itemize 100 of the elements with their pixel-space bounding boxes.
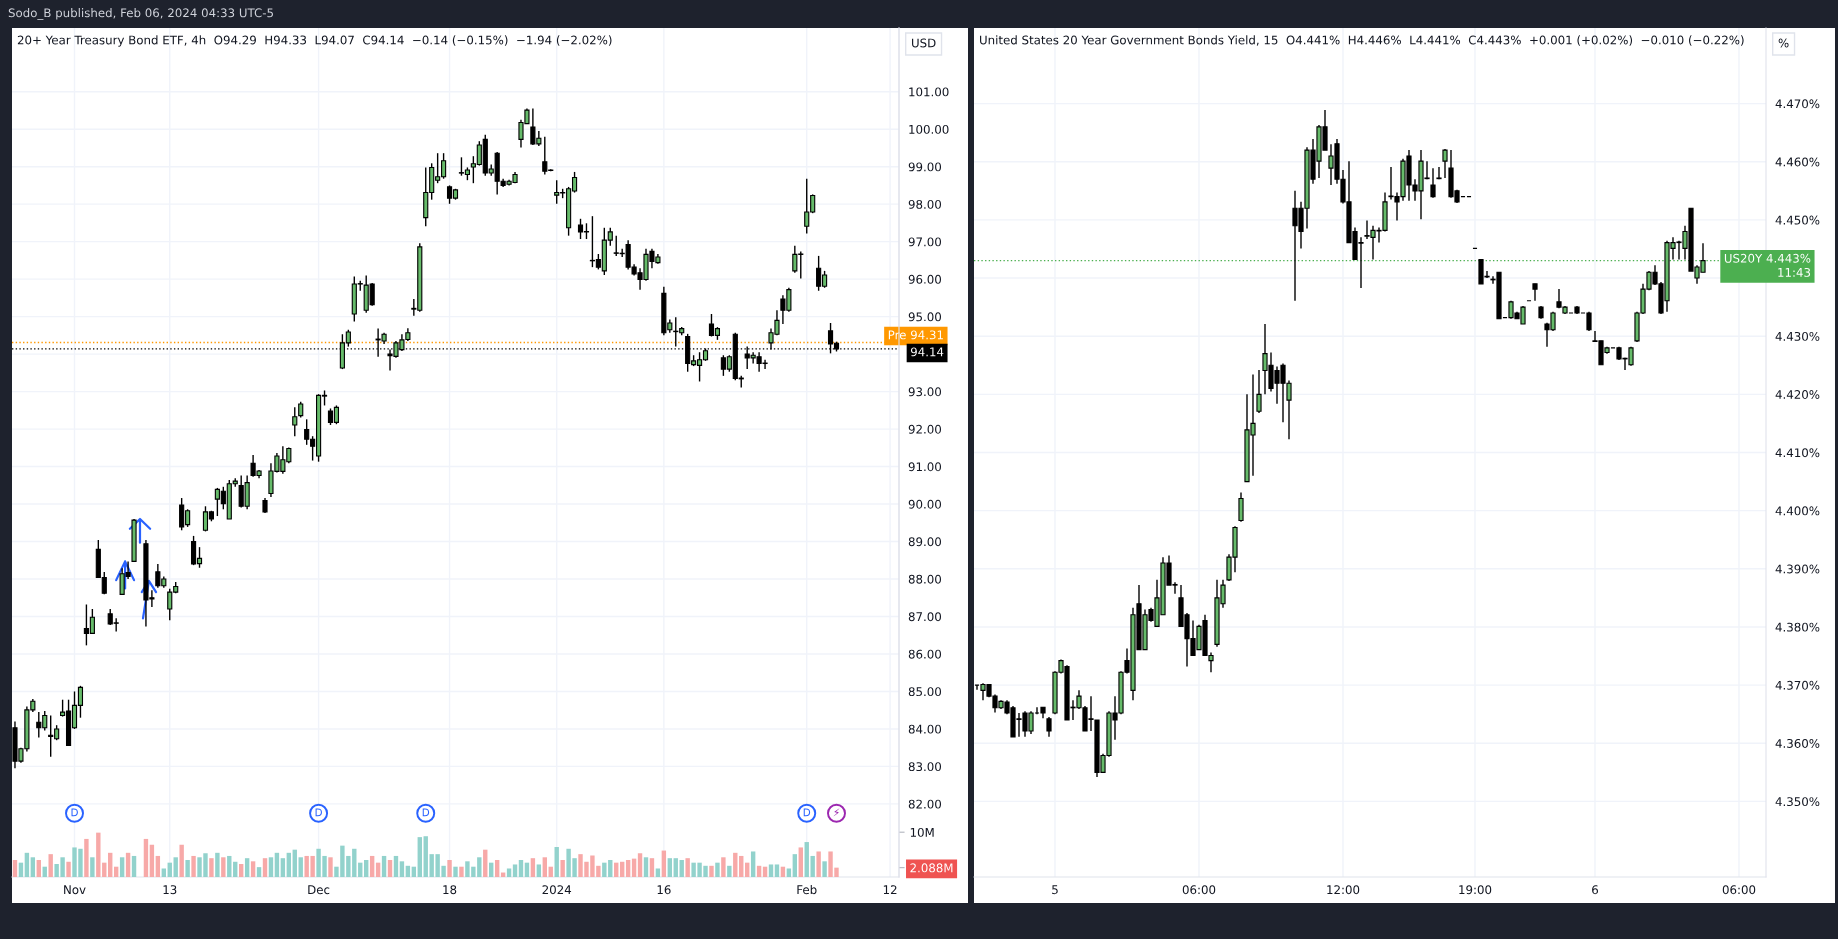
y-tick-label: 83.00 xyxy=(908,762,942,772)
bar xyxy=(637,853,643,877)
x-tick-label: 2024 xyxy=(542,885,572,895)
bar xyxy=(155,855,161,877)
bar xyxy=(459,866,464,877)
data-label: D xyxy=(422,808,430,817)
bar xyxy=(286,852,292,877)
y-tick-label: 92.00 xyxy=(908,424,942,434)
bar xyxy=(721,857,726,877)
y-tick-label: 4.380% xyxy=(1775,622,1820,632)
bar xyxy=(727,865,732,877)
y-tick-label: 90.00 xyxy=(908,499,942,509)
x-tick-label: 06:00 xyxy=(1722,885,1756,895)
bar xyxy=(673,858,678,877)
bar xyxy=(494,859,500,877)
bar xyxy=(536,864,542,877)
bar xyxy=(399,861,405,877)
bar xyxy=(274,852,280,877)
bar xyxy=(715,862,720,877)
bar xyxy=(24,852,30,877)
bar xyxy=(381,855,387,877)
bar xyxy=(280,858,286,877)
bar xyxy=(792,854,798,877)
bar xyxy=(506,868,512,877)
y-tick-label: 101.00 xyxy=(909,87,949,97)
bar xyxy=(816,851,821,877)
y-tick-label: 84.00 xyxy=(908,724,942,734)
bar xyxy=(209,858,214,877)
bar xyxy=(328,857,333,877)
bar xyxy=(173,857,178,877)
y-tick-label: 86.00 xyxy=(908,649,942,659)
bar xyxy=(774,864,780,877)
bar xyxy=(679,859,684,877)
y-tick-label: 4.460% xyxy=(1775,157,1820,167)
bar xyxy=(750,851,756,877)
y-axis-title: USD xyxy=(912,38,936,48)
x-tick-label: 18 xyxy=(443,885,457,895)
y-tick-label: 88.00 xyxy=(908,574,942,584)
y-tick-label: 4.400% xyxy=(1775,506,1820,516)
bar xyxy=(179,844,184,877)
x-tick-label: 06:00 xyxy=(1182,885,1216,895)
bar xyxy=(518,859,524,877)
y-tick-label: 4.470% xyxy=(1775,99,1820,109)
bar xyxy=(512,864,518,877)
bar xyxy=(250,861,256,877)
bar xyxy=(756,865,762,877)
x-tick-label: 16 xyxy=(657,885,671,895)
ref-line-label: 94.14 xyxy=(910,347,944,357)
bar xyxy=(221,857,226,877)
x-tick-label: 12 xyxy=(883,885,897,894)
bar xyxy=(733,852,738,877)
bar xyxy=(625,859,631,877)
bar xyxy=(161,868,166,877)
y-tick-label: 4.420% xyxy=(1775,390,1820,399)
data-label: D xyxy=(803,808,811,817)
bar xyxy=(292,849,297,877)
bar xyxy=(822,861,827,877)
bar xyxy=(387,859,393,877)
bar xyxy=(560,859,565,877)
y-tick-label: 99.00 xyxy=(908,162,942,172)
candlestick xyxy=(1442,148,1448,179)
candlestick xyxy=(1046,716,1052,738)
bar xyxy=(227,855,232,877)
x-tick-label: 13 xyxy=(163,885,177,895)
bar xyxy=(233,861,238,877)
bar xyxy=(739,855,744,877)
bar xyxy=(369,855,375,877)
x-tick-label: 5 xyxy=(1052,885,1058,895)
bar xyxy=(48,854,53,877)
y-tick-label: 100.00 xyxy=(909,124,949,134)
x-tick-label: Nov xyxy=(64,885,86,895)
y-tick-label: 4.410% xyxy=(1775,448,1820,458)
bar xyxy=(149,844,155,877)
bar xyxy=(108,852,113,877)
bar xyxy=(143,838,149,877)
x-tick-label: 19:00 xyxy=(1459,885,1492,895)
y-tick-label: 98.00 xyxy=(908,199,942,209)
y-tick-label: 87.00 xyxy=(908,612,942,622)
y-tick-label: 4.370% xyxy=(1775,680,1820,690)
x-tick-label: 6 xyxy=(1592,885,1599,895)
bar xyxy=(238,864,244,877)
bar xyxy=(364,859,369,877)
x-tick-label: Dec xyxy=(308,885,330,895)
bar xyxy=(447,859,452,877)
text: 20+ Year Treasury Bond ETF, 4h O94.29 H94.33 L94.07 C94.14 −0.14 (−0.15%) −1.94 (−2.02%) xyxy=(17,35,612,47)
candlestick xyxy=(1436,166,1442,180)
bar xyxy=(405,865,411,877)
y-tick-label: 95.00 xyxy=(908,312,942,322)
bar xyxy=(185,859,190,877)
bar xyxy=(709,865,714,877)
bar xyxy=(542,857,547,877)
y-tick-label: 82.00 xyxy=(908,799,942,809)
y-tick-label: 4.350% xyxy=(1775,797,1820,807)
y-tick-label: 96.00 xyxy=(908,274,942,284)
bar xyxy=(125,852,131,877)
bar xyxy=(786,868,792,877)
bar xyxy=(453,866,458,877)
bar xyxy=(483,849,488,877)
y-tick-label: 85.00 xyxy=(908,687,942,697)
bar xyxy=(655,868,661,877)
